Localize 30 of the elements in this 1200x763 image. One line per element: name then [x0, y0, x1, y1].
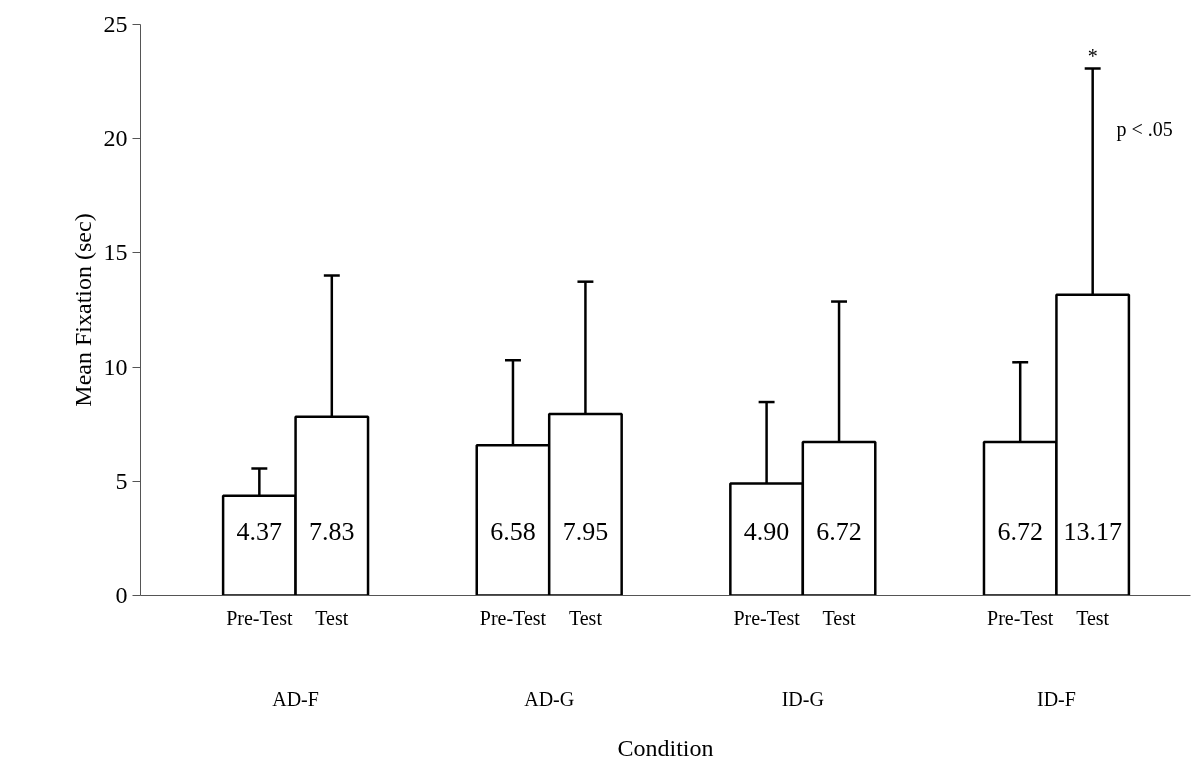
- y-tick-label: 5: [115, 467, 128, 494]
- y-tick-label: 0: [115, 582, 128, 608]
- annotation: *: [1087, 44, 1098, 67]
- data-label: 6.72: [816, 517, 862, 547]
- x-tick-label: Pre-Test: [479, 606, 547, 629]
- y-tick-label: 20: [103, 125, 128, 152]
- text: ID-G: [781, 687, 824, 710]
- x-tick-label: Test: [315, 606, 349, 629]
- data-label: 4.37: [236, 517, 283, 547]
- x-tick-label: Pre-Test: [226, 606, 293, 629]
- x-tick-label: Pre-Test: [987, 606, 1054, 629]
- text: AD-G: [524, 687, 575, 710]
- x-axis-title: Condition: [617, 734, 714, 761]
- data-label: 6.58: [490, 517, 536, 547]
- data-label: 13.17: [1063, 517, 1122, 547]
- y-tick-label: 15: [103, 239, 128, 266]
- x-tick-label: Test: [1076, 606, 1110, 629]
- x-tick-label: Test: [822, 606, 857, 629]
- y-tick-label: 25: [103, 11, 128, 37]
- data-label: 7.83: [309, 517, 355, 547]
- y-axis-title: Mean Fixation (sec): [69, 213, 96, 407]
- annotation: p < .05: [1116, 117, 1173, 141]
- text: AD-F: [272, 687, 319, 710]
- text: ID-F: [1037, 687, 1076, 710]
- x-tick-label: Test: [568, 606, 603, 629]
- data-label: 4.90: [743, 517, 790, 547]
- y-tick-label: 10: [103, 353, 128, 380]
- x-tick-label: Pre-Test: [733, 606, 801, 629]
- data-label: 6.72: [997, 517, 1043, 547]
- data-label: 7.95: [562, 517, 609, 547]
